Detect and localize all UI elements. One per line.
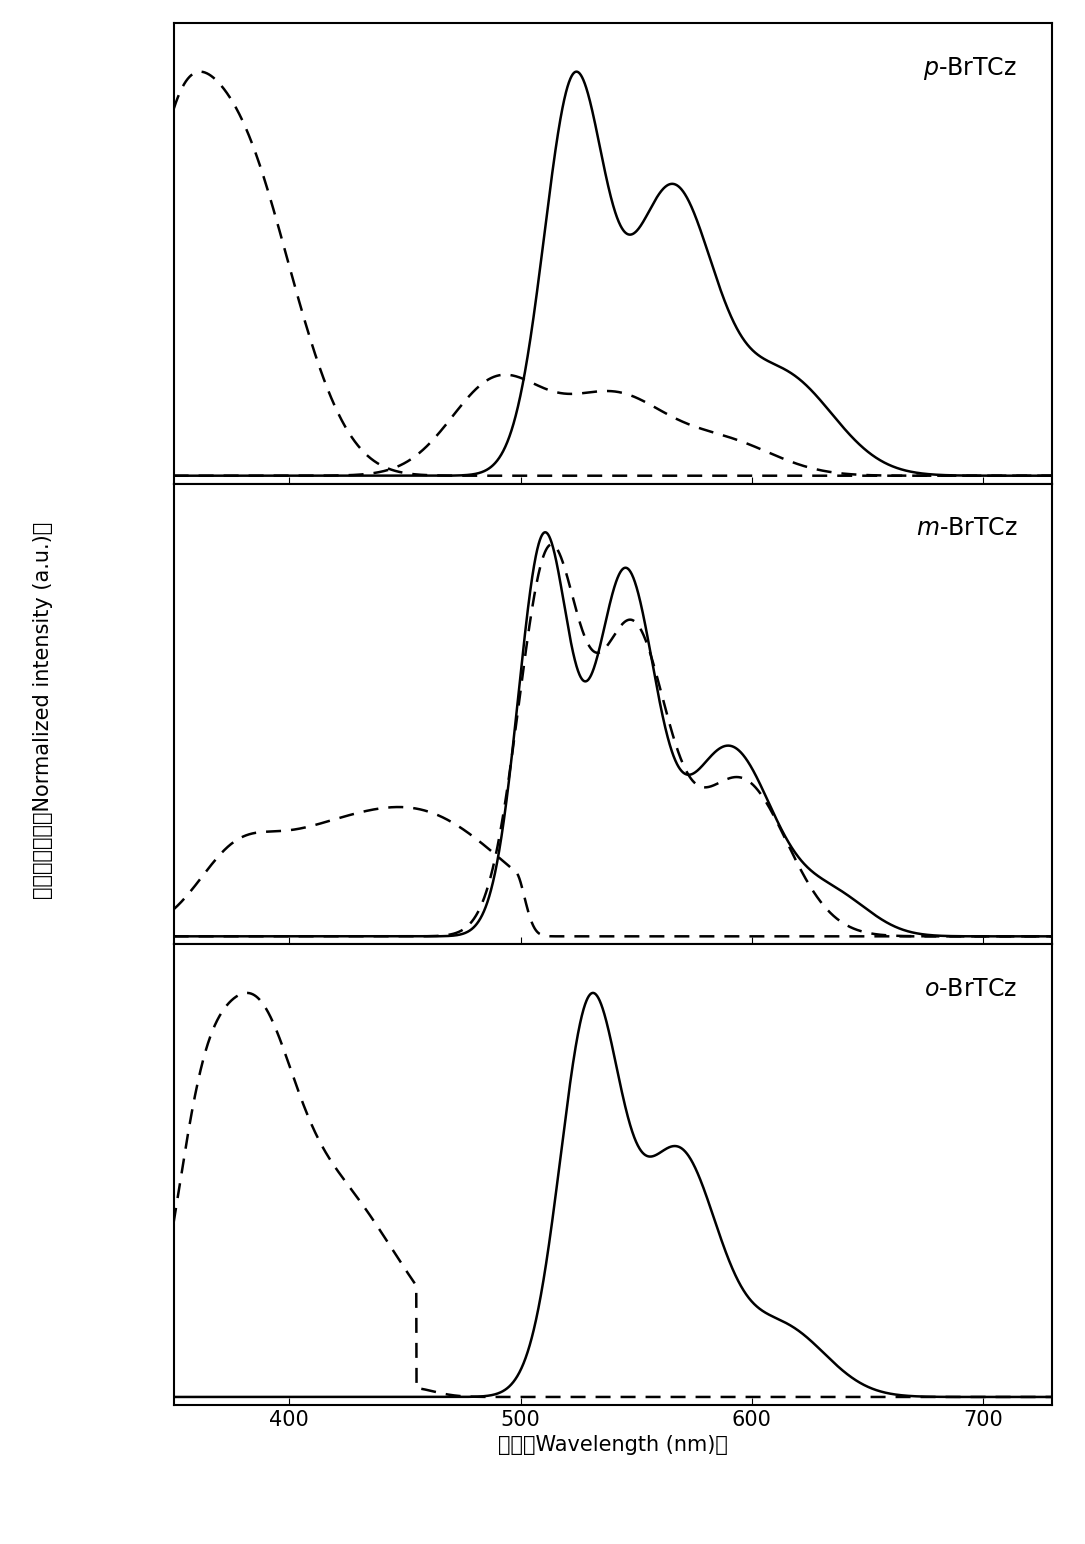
Text: $\it{o}$-BrTCz: $\it{o}$-BrTCz (924, 977, 1018, 1001)
X-axis label: 波长（Wavelength (nm)）: 波长（Wavelength (nm)） (498, 1436, 728, 1456)
Text: $\it{p}$-BrTCz: $\it{p}$-BrTCz (923, 56, 1018, 82)
Text: 归一化的强度（Normalized intensity (a.u.)）: 归一化的强度（Normalized intensity (a.u.)） (34, 522, 53, 899)
Text: $\it{m}$-BrTCz: $\it{m}$-BrTCz (916, 516, 1018, 540)
